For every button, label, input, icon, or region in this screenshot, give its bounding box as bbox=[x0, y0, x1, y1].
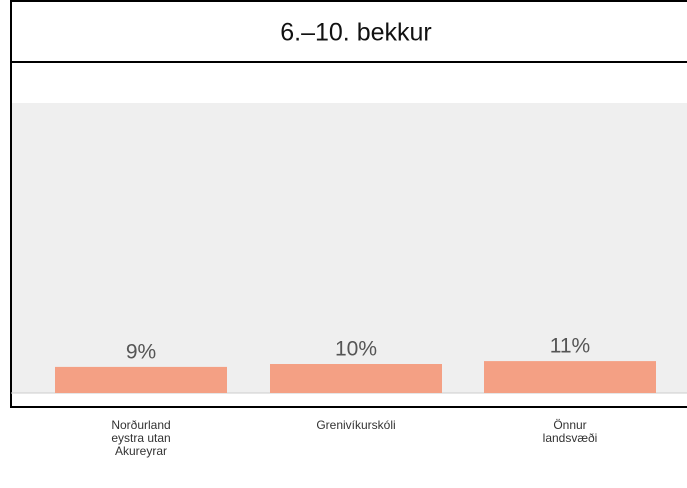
bar bbox=[484, 361, 656, 393]
chart-title: 6.–10. bekkur bbox=[280, 19, 432, 47]
x-tick-label: Grenivíkurskóli bbox=[316, 418, 396, 432]
plot-background bbox=[11, 103, 687, 393]
value-label: 10% bbox=[335, 338, 377, 361]
value-label: 9% bbox=[126, 340, 156, 363]
value-label: 11% bbox=[550, 335, 590, 358]
x-tick-label: Norðurland eystra utan Akureyrar bbox=[111, 418, 171, 458]
x-tick-label: Önnur landsvæði bbox=[542, 418, 598, 445]
bar bbox=[55, 366, 227, 393]
bar bbox=[270, 364, 442, 393]
